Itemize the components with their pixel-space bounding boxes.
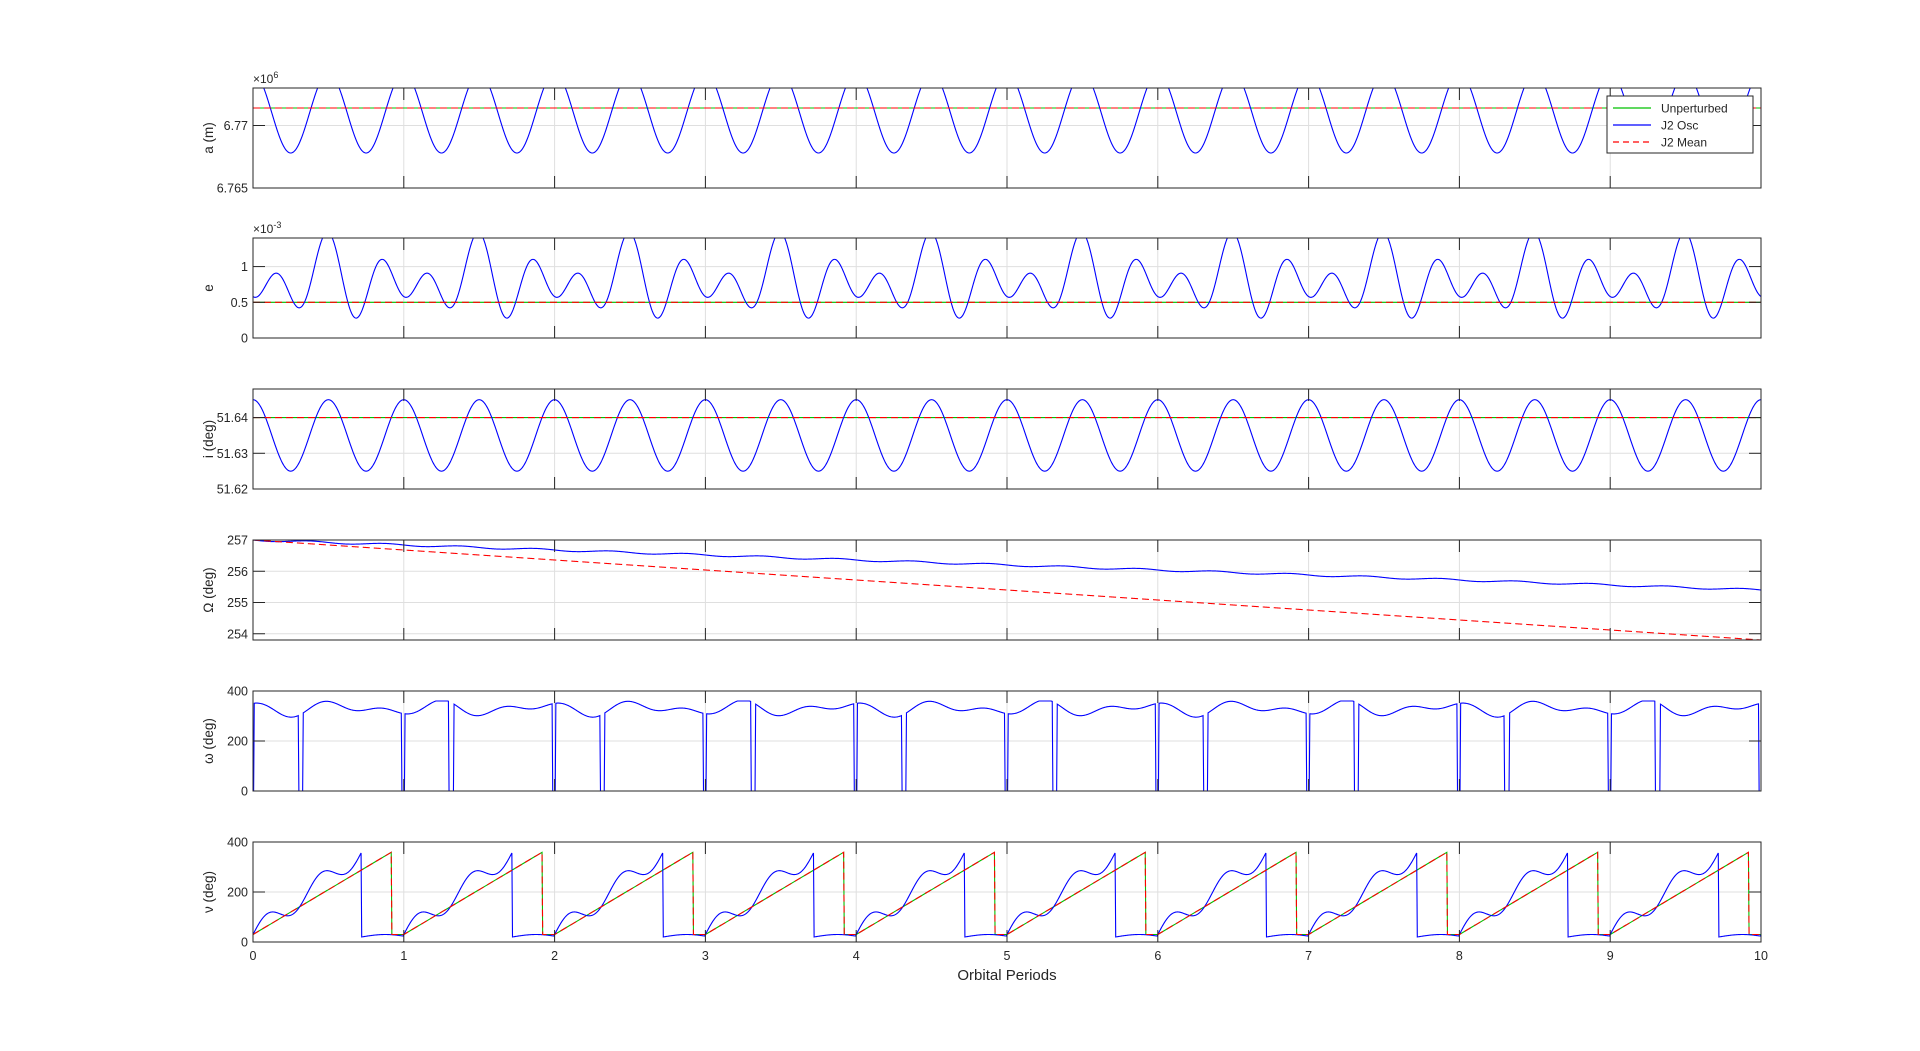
y-axis-label: Ω (deg) bbox=[201, 567, 216, 612]
y-axis-label: a (m) bbox=[201, 122, 216, 154]
x-axis-label: Orbital Periods bbox=[957, 967, 1056, 984]
series-group bbox=[253, 700, 1761, 791]
y-tick-label: 257 bbox=[227, 534, 248, 548]
x-tick-label: 6 bbox=[1154, 949, 1161, 963]
subplot-6: 0 200 400 0 1 2 3 4 5 6 7 8 9 10 ν (deg) bbox=[201, 836, 1768, 964]
series-j2-osc bbox=[253, 540, 1761, 591]
x-tick-label: 1 bbox=[400, 949, 407, 963]
y-tick-label: 400 bbox=[227, 836, 248, 850]
y-tick-label: 6.77 bbox=[224, 119, 248, 133]
y-tick-label: 0 bbox=[241, 332, 248, 346]
legend-label-j2-mean: J2 Mean bbox=[1661, 136, 1707, 150]
y-axis-label: i (deg) bbox=[201, 420, 216, 458]
y-exponent-label: ×106 bbox=[253, 70, 278, 86]
grid bbox=[252, 841, 1762, 943]
y-axis-label: ν (deg) bbox=[201, 871, 216, 913]
series-j2-mean bbox=[253, 540, 1761, 640]
y-axis-label: ω (deg) bbox=[201, 718, 216, 764]
x-tick-label: 8 bbox=[1456, 949, 1463, 963]
y-tick-label: 6.765 bbox=[217, 182, 248, 196]
y-tick-label: 1 bbox=[241, 260, 248, 274]
y-tick-label: 255 bbox=[227, 596, 248, 610]
subplot-5: 0 200 400 ω (deg) bbox=[201, 685, 1762, 799]
x-tick-label: 2 bbox=[551, 949, 558, 963]
subplot-1: 6.765 6.77 ×106 a (m) bbox=[201, 70, 1762, 196]
x-tick-label: 4 bbox=[853, 949, 860, 963]
y-tick-label: 256 bbox=[227, 565, 248, 579]
grid bbox=[252, 238, 1762, 339]
legend-label-unperturbed: Unperturbed bbox=[1661, 102, 1728, 116]
y-exponent-label: ×10-3 bbox=[253, 220, 281, 236]
x-tick-label: 3 bbox=[702, 949, 709, 963]
y-tick-label: 0 bbox=[241, 785, 248, 799]
subplot-4: 254 255 256 257 Ω (deg) bbox=[201, 534, 1762, 641]
grid bbox=[252, 88, 1762, 189]
x-tick-label: 7 bbox=[1305, 949, 1312, 963]
series-j2-osc bbox=[253, 238, 1761, 319]
grid bbox=[252, 690, 1762, 792]
series-group bbox=[253, 88, 1761, 154]
legend-entry-j2-osc: J2 Osc bbox=[1613, 119, 1698, 133]
y-tick-label: 200 bbox=[227, 735, 248, 749]
x-tick-label: 10 bbox=[1754, 949, 1768, 963]
legend-entry-j2-mean: J2 Mean bbox=[1613, 136, 1707, 150]
y-tick-label: 200 bbox=[227, 886, 248, 900]
series-group bbox=[253, 540, 1761, 640]
subplot-3: 51.62 51.63 51.64i (deg) bbox=[201, 388, 1762, 497]
y-tick-label: 0 bbox=[241, 936, 248, 950]
legend-label-j2-osc: J2 Osc bbox=[1661, 119, 1698, 133]
series-group bbox=[253, 238, 1761, 319]
legend: Unperturbed J2 Osc J2 Mean bbox=[1606, 95, 1754, 154]
y-tick-label: 400 bbox=[227, 685, 248, 699]
grid bbox=[252, 389, 1762, 490]
legend-entry-unperturbed: Unperturbed bbox=[1613, 102, 1728, 116]
x-tick-label: 0 bbox=[250, 949, 257, 963]
y-tick-label: 51.62 bbox=[217, 483, 248, 497]
y-tick-label: 0.5 bbox=[231, 296, 248, 310]
y-tick-label: 51.63 bbox=[217, 447, 248, 461]
x-tick-label: 9 bbox=[1607, 949, 1614, 963]
subplot-2: 0 0.5 1 ×10-3 e bbox=[201, 220, 1762, 346]
y-tick-label: 254 bbox=[227, 627, 248, 641]
y-tick-label: 51.64 bbox=[217, 411, 248, 425]
series-j2-osc bbox=[263, 88, 1751, 154]
series-j2-osc bbox=[253, 700, 1761, 791]
y-axis-label: e bbox=[201, 284, 216, 292]
x-tick-label: 5 bbox=[1004, 949, 1011, 963]
